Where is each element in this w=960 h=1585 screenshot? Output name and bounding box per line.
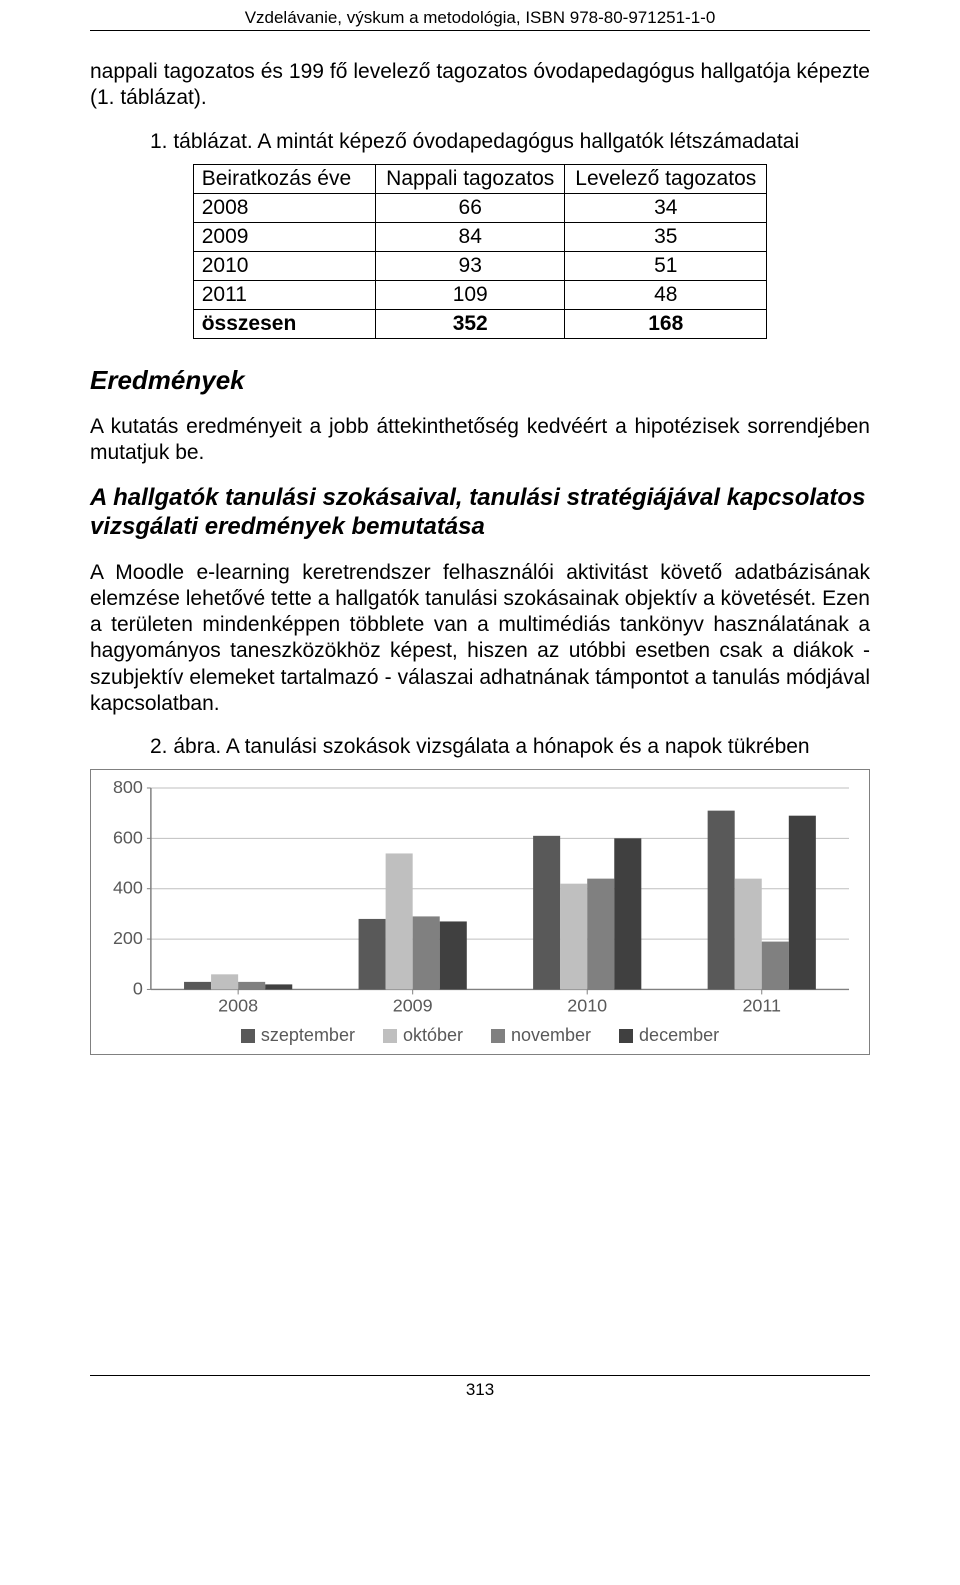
svg-text:0: 0 — [133, 979, 143, 999]
legend-item: december — [619, 1025, 719, 1046]
intro-paragraph: nappali tagozatos és 199 fő levelező tag… — [90, 59, 870, 112]
table-total-row: összesen352168 — [193, 309, 767, 338]
header-rule — [90, 30, 870, 31]
table-header-cell: Nappali tagozatos — [376, 164, 565, 193]
table-cell: 35 — [565, 222, 767, 251]
legend-label: október — [403, 1025, 463, 1045]
table-row: 20086634 — [193, 193, 767, 222]
svg-text:600: 600 — [113, 827, 143, 847]
chart-legend: szeptember október november december — [101, 1019, 859, 1048]
table-row: 20098435 — [193, 222, 767, 251]
page-number: 313 — [90, 1376, 870, 1400]
bar — [708, 811, 735, 990]
figure-caption: 2. ábra. A tanulási szokások vizsgálata … — [90, 735, 870, 759]
bar — [211, 974, 238, 989]
page: Vzdelávanie, výskum a metodológia, ISBN … — [0, 0, 960, 1440]
legend-swatch — [491, 1029, 505, 1043]
legend-label: november — [511, 1025, 591, 1045]
legend-label: december — [639, 1025, 719, 1045]
table-cell: 2009 — [193, 222, 375, 251]
table-caption: 1. táblázat. A mintát képező óvodapedagó… — [90, 130, 870, 154]
table-cell: 34 — [565, 193, 767, 222]
results-paragraph: A kutatás eredményeit a jobb áttekinthet… — [90, 414, 870, 467]
table-cell: 93 — [376, 251, 565, 280]
table-cell: összesen — [193, 309, 375, 338]
bar — [238, 982, 265, 990]
svg-text:400: 400 — [113, 878, 143, 898]
table-cell: 2010 — [193, 251, 375, 280]
subsection-paragraph: A Moodle e-learning keretrendszer felhas… — [90, 560, 870, 718]
table-cell: 51 — [565, 251, 767, 280]
bar — [789, 816, 816, 990]
table-cell: 48 — [565, 280, 767, 309]
table-cell: 66 — [376, 193, 565, 222]
bar — [587, 879, 614, 990]
legend-item: október — [383, 1025, 463, 1046]
chart-container: 0 200 400 600 800 2008 2009 2010 2011 szeptember… — [90, 769, 870, 1055]
legend-item: szeptember — [241, 1025, 355, 1046]
results-heading: Eredmények — [90, 365, 870, 396]
bar — [560, 884, 587, 990]
table-cell: 109 — [376, 280, 565, 309]
subsection-heading: A hallgatók tanulási szokásaival, tanulá… — [90, 484, 870, 542]
legend-label: szeptember — [261, 1025, 355, 1045]
table-header-cell: Beiratkozás éve — [193, 164, 375, 193]
legend-swatch — [383, 1029, 397, 1043]
table-header-row: Beiratkozás éve Nappali tagozatos Levele… — [193, 164, 767, 193]
bar — [265, 984, 292, 989]
legend-item: november — [491, 1025, 591, 1046]
legend-swatch — [241, 1029, 255, 1043]
running-header: Vzdelávanie, výskum a metodológia, ISBN … — [90, 0, 870, 30]
x-axis-label: 2010 — [567, 995, 607, 1015]
table-cell: 168 — [565, 309, 767, 338]
bar — [735, 879, 762, 990]
x-axis-label: 2011 — [742, 995, 781, 1015]
bar — [184, 982, 211, 990]
bar — [413, 917, 440, 990]
bar — [386, 854, 413, 990]
table-cell: 2011 — [193, 280, 375, 309]
table-row: 20109351 — [193, 251, 767, 280]
bar — [533, 836, 560, 990]
table-cell: 352 — [376, 309, 565, 338]
bar — [440, 922, 467, 990]
bar-chart: 0 200 400 600 800 2008 2009 2010 2011 — [101, 780, 859, 1019]
table-cell: 2008 — [193, 193, 375, 222]
svg-text:800: 800 — [113, 780, 143, 797]
table-cell: 84 — [376, 222, 565, 251]
bar — [359, 919, 386, 990]
table-body: 200866342009843520109351201110948összese… — [193, 193, 767, 338]
x-axis-label: 2008 — [218, 995, 258, 1015]
svg-text:200: 200 — [113, 928, 143, 948]
table-row: 201110948 — [193, 280, 767, 309]
table-header-cell: Levelező tagozatos — [565, 164, 767, 193]
legend-swatch — [619, 1029, 633, 1043]
data-table: Beiratkozás éve Nappali tagozatos Levele… — [193, 164, 768, 339]
bar — [614, 838, 641, 989]
x-axis-label: 2009 — [393, 995, 433, 1015]
bar — [762, 942, 789, 990]
